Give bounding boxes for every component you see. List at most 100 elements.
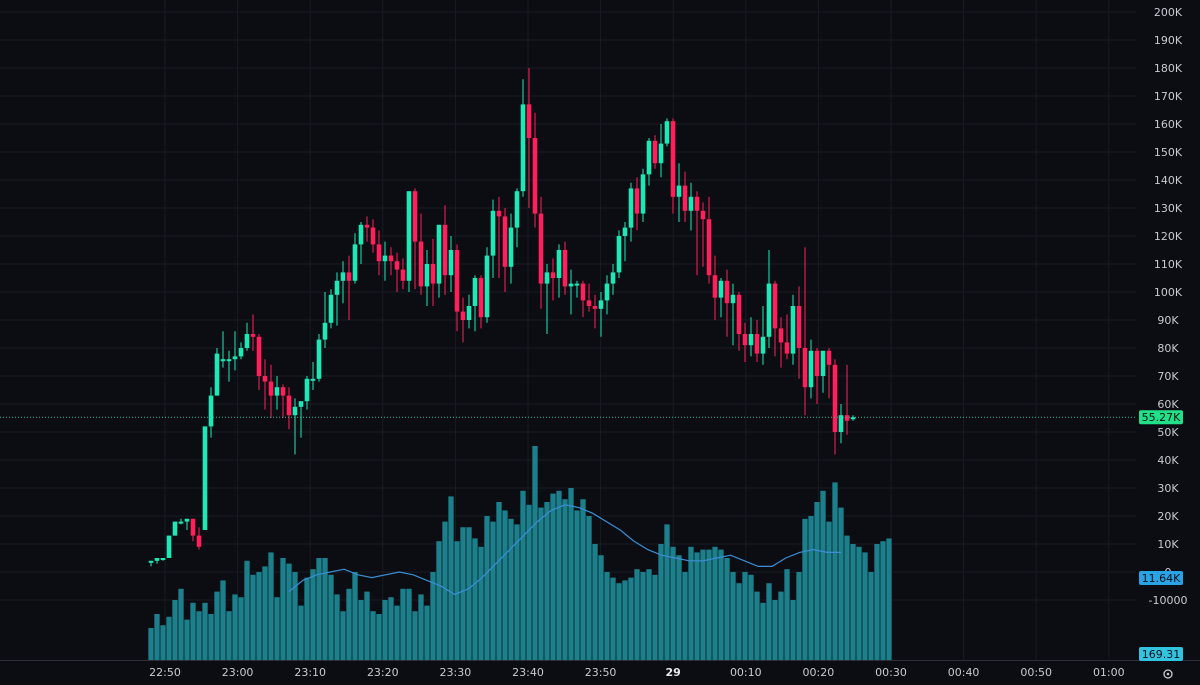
candle-body [448, 250, 454, 276]
y-tick-label: 190K [1154, 34, 1183, 47]
volume-bar [376, 614, 382, 660]
volume-bar [274, 597, 280, 660]
candle-body [556, 250, 562, 278]
candle-body [676, 185, 682, 197]
volume-bar [190, 602, 196, 660]
candle-body [814, 350, 820, 376]
volume-bar [832, 482, 838, 660]
candle-up [166, 535, 172, 558]
candle-down [712, 255, 718, 320]
candle-down [460, 297, 466, 343]
candle-body [616, 236, 622, 273]
candle-body [646, 140, 652, 175]
candle-up [640, 168, 646, 222]
candle-down [418, 213, 424, 295]
candle-body [166, 535, 172, 558]
candle-body [790, 306, 796, 354]
candle-body [580, 283, 586, 301]
volume-bar [214, 591, 220, 660]
candle-body [202, 426, 208, 530]
volume-bar [874, 544, 880, 660]
candle-body [454, 250, 460, 312]
candle-body [838, 415, 844, 432]
volume-bar [886, 538, 892, 660]
candle-body [526, 104, 532, 138]
x-tick-label: 23:00 [222, 666, 254, 679]
candle-body [274, 387, 280, 396]
candle-body [550, 272, 556, 278]
candle-down [364, 216, 370, 242]
candle-body [850, 417, 856, 420]
candle-body [394, 261, 400, 270]
candle-body [262, 376, 268, 382]
candle-body [430, 264, 436, 284]
volume-bar [538, 507, 544, 660]
candle-down [454, 244, 460, 332]
volume-bar [880, 541, 886, 660]
candle-body [802, 348, 808, 388]
volume-bar [364, 591, 370, 660]
candle-body [682, 185, 688, 211]
candle-down [796, 286, 802, 379]
candle-down [814, 348, 820, 404]
candle-body [376, 244, 382, 262]
volume-bar [868, 572, 874, 660]
volume-bar [784, 569, 790, 660]
candle-down [550, 258, 556, 301]
volume-bar [154, 614, 160, 660]
candle-down [736, 292, 742, 351]
candle-down [256, 334, 262, 390]
candle-body [148, 560, 154, 563]
candle-down [532, 112, 538, 228]
candle-up [808, 339, 814, 399]
volume-bar [748, 574, 754, 660]
volume-bar [316, 558, 322, 660]
candle-up [358, 222, 364, 264]
candle-body [784, 342, 790, 354]
candle-down [370, 219, 376, 253]
candle-up [382, 241, 388, 281]
volume-bar [658, 544, 664, 660]
candle-down [802, 247, 808, 416]
volume-bar [292, 572, 298, 660]
candle-body [592, 306, 598, 309]
volume-bar [280, 558, 286, 660]
candle-body [352, 244, 358, 281]
volume-bar [298, 605, 304, 660]
candle-body [310, 378, 316, 381]
candle-down [832, 359, 838, 455]
axis-settings[interactable] [1163, 669, 1173, 679]
x-tick-label: 00:40 [948, 666, 980, 679]
volume-value-badge: 169.31 [1139, 647, 1183, 661]
y-tick-label: 150K [1154, 146, 1183, 159]
candle-down [742, 322, 748, 362]
candle-body [160, 558, 166, 560]
candle-body [418, 241, 424, 287]
candle-up [622, 222, 628, 262]
candle-down [478, 275, 484, 329]
candle-body [178, 521, 184, 524]
volume-bar [412, 611, 418, 660]
candle-body [286, 395, 292, 416]
candle-body [598, 300, 604, 309]
candle-body [562, 250, 568, 287]
candle-body [280, 387, 286, 396]
volume-bar [250, 574, 256, 660]
candle-up [598, 292, 604, 337]
candle-up [748, 317, 754, 357]
volume-bar [256, 572, 262, 660]
candle-up [322, 292, 328, 348]
settings-gear-icon[interactable] [1163, 669, 1173, 679]
candle-body [208, 395, 214, 427]
candle-up [568, 269, 574, 315]
candle-body [358, 224, 364, 245]
volume-value-badge-text: 169.31 [1142, 648, 1181, 661]
candle-body [532, 138, 538, 214]
candle-body [658, 143, 664, 164]
candle-down [562, 241, 568, 295]
volume-bar [286, 563, 292, 660]
candle-down [754, 320, 760, 362]
volume-bar [754, 591, 760, 660]
candle-down [586, 283, 592, 312]
x-tick-label: 00:30 [875, 666, 907, 679]
